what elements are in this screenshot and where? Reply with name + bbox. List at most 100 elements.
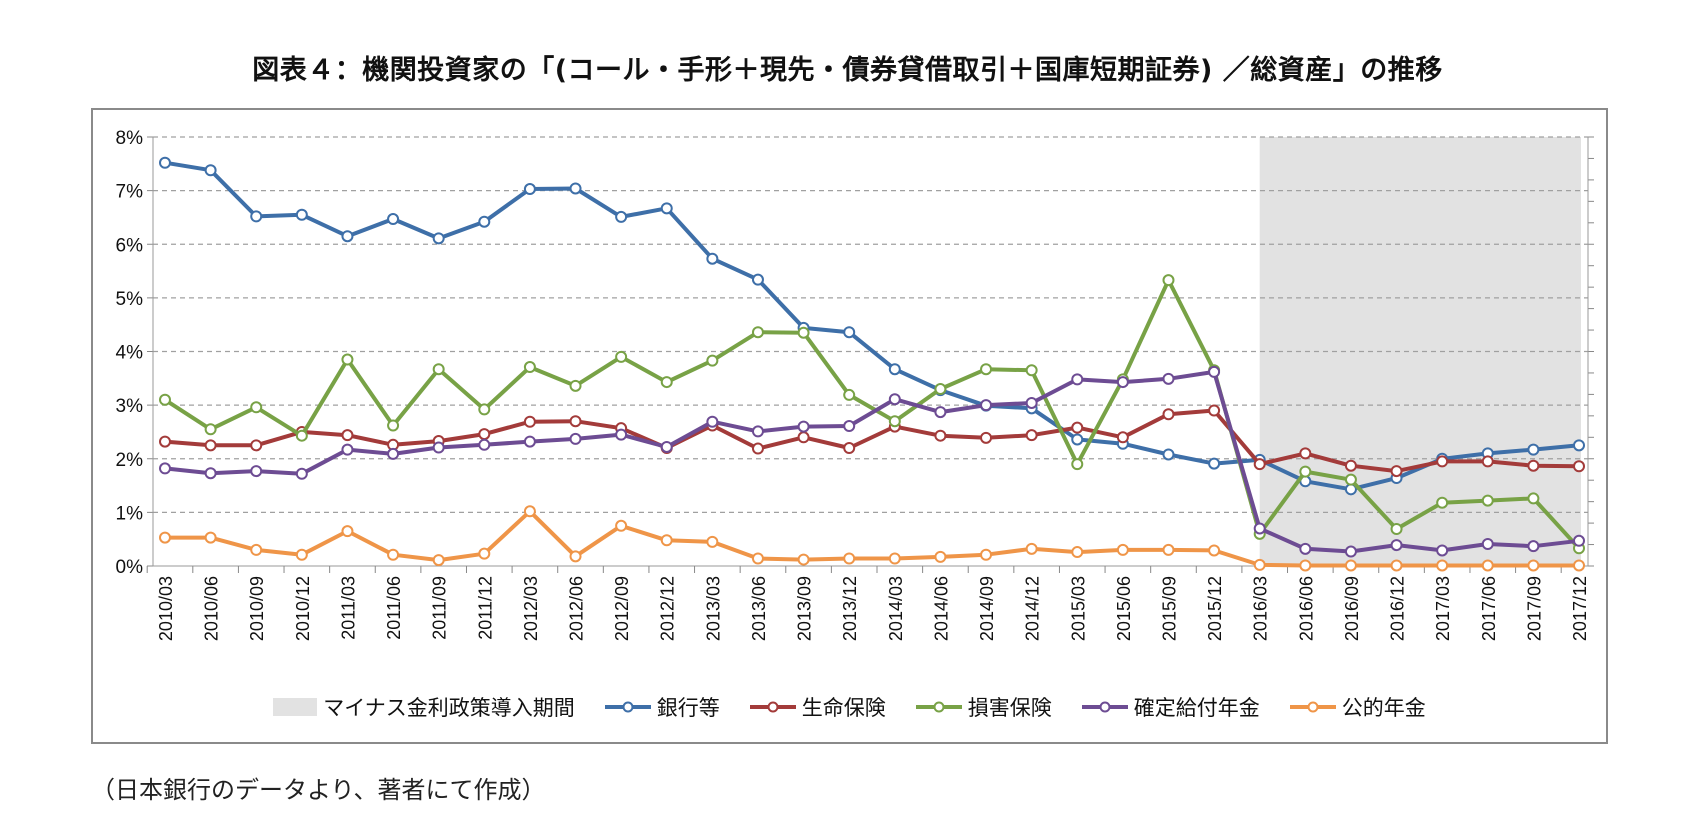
data-point-series-1: [1481, 455, 1494, 468]
data-point-series-4: [660, 534, 673, 547]
data-point-series-0: [1208, 457, 1221, 470]
data-point-series-3: [888, 393, 901, 406]
data-point-series-0: [1573, 439, 1585, 452]
series-line-3: [164, 369, 1580, 554]
data-point-series-3: [569, 432, 582, 445]
x-tick-label: 2013/06: [749, 576, 769, 641]
data-point-series-1: [797, 431, 810, 444]
series-line-4: [165, 509, 1579, 568]
data-point-series-3: [1344, 545, 1357, 558]
data-point-series-3: [615, 428, 628, 441]
data-point-series-3: [432, 441, 445, 454]
data-point-series-4: [295, 548, 308, 561]
y-tick-label: 4%: [116, 343, 144, 364]
x-tick-label: 2014/03: [886, 576, 906, 641]
data-point-series-1: [569, 415, 582, 428]
data-point-series-4: [250, 543, 263, 556]
data-point-series-4: [706, 535, 719, 548]
legend-item-series-2: 損害保険: [915, 692, 1052, 722]
legend-swatch-shaded: [273, 698, 318, 716]
data-point-series-1: [478, 428, 491, 441]
data-point-series-0: [888, 363, 901, 376]
legend-label: 銀行等: [656, 696, 720, 720]
data-point-series-3: [341, 443, 354, 456]
x-tick-label: 2015/09: [1159, 576, 1179, 641]
data-point-series-3: [843, 420, 856, 433]
data-point-series-0: [341, 230, 354, 243]
data-point-series-2: [295, 429, 308, 442]
data-point-series-3: [523, 435, 536, 448]
data-point-series-3: [1025, 396, 1038, 409]
data-point-series-2: [706, 354, 719, 367]
data-point-series-2: [1390, 522, 1403, 535]
data-point-series-2: [204, 423, 217, 436]
y-tick-label: 8%: [116, 128, 144, 149]
data-point-series-2: [980, 363, 993, 376]
data-point-series-3: [1253, 522, 1266, 535]
data-point-series-1: [1208, 404, 1221, 417]
series-line-2: [163, 278, 1581, 550]
data-point-series-3: [478, 438, 491, 451]
legend-item-series-3: 確定給付年金: [1081, 692, 1260, 722]
data-point-series-3: [660, 440, 673, 453]
x-tick-label: 2017/09: [1524, 576, 1544, 641]
data-point-series-4: [1344, 559, 1357, 572]
data-point-series-0: [660, 202, 673, 215]
data-point-series-4: [1208, 544, 1221, 557]
data-point-series-2: [934, 383, 947, 396]
data-point-series-0: [569, 182, 582, 195]
data-point-series-3: [1071, 373, 1084, 386]
data-point-series-2: [432, 363, 445, 376]
x-tick-label: 2016/06: [1296, 576, 1316, 641]
data-point-series-1: [204, 439, 217, 452]
data-point-series-2: [569, 379, 582, 392]
legend-label: 確定給付年金: [1133, 696, 1260, 720]
legend-item-series-4: 公的年金: [1289, 692, 1426, 722]
legend-label: 生命保険: [801, 696, 886, 720]
x-tick-label: 2013/09: [795, 576, 815, 641]
y-tick-label: 2%: [116, 450, 144, 471]
x-tick-label: 2017/06: [1479, 576, 1499, 641]
source-note: （日本銀行のデータより、著者にて作成）: [91, 776, 546, 804]
data-point-series-2: [387, 419, 400, 432]
data-point-series-2: [797, 326, 810, 339]
data-point-series-2: [1299, 465, 1312, 478]
chart-frame: [91, 108, 1608, 744]
x-tick-label: 2012/03: [521, 576, 541, 641]
legend-label: 損害保険: [967, 696, 1052, 720]
data-point-series-3: [1436, 544, 1449, 557]
data-point-series-2: [751, 326, 764, 339]
data-point-series-1: [934, 429, 947, 442]
data-point-series-4: [569, 550, 582, 563]
x-tick-label: 2016/03: [1251, 576, 1271, 641]
data-point-series-4: [478, 547, 491, 560]
y-tick-label: 3%: [116, 396, 144, 417]
data-point-series-4: [1253, 558, 1266, 571]
x-tick-label: 2011/12: [475, 576, 495, 640]
data-point-series-1: [1025, 429, 1038, 442]
x-tick-label: 2013/03: [703, 576, 723, 641]
data-point-series-1: [751, 442, 764, 455]
data-point-series-0: [432, 232, 445, 245]
data-point-series-3: [159, 462, 171, 475]
data-point-series-4: [1299, 559, 1312, 572]
data-point-series-4: [1390, 559, 1403, 572]
legend-swatch-series-1: [749, 701, 796, 713]
data-point-series-4: [341, 525, 354, 538]
data-point-series-0: [706, 252, 719, 265]
data-point-series-2: [615, 350, 628, 363]
x-tick-label: 2011/09: [430, 576, 450, 640]
data-point-series-3: [980, 399, 993, 412]
data-point-series-2: [523, 361, 536, 374]
x-tick-label: 2012/12: [658, 576, 678, 641]
data-point-series-0: [751, 273, 764, 286]
data-point-series-3: [797, 420, 810, 433]
x-tick-label: 2012/06: [567, 576, 587, 641]
data-point-series-1: [159, 435, 171, 448]
data-point-series-4: [387, 548, 400, 561]
data-point-series-1: [843, 442, 856, 455]
legend-item-shaded-period: マイナス金利政策導入期間: [273, 692, 575, 722]
data-point-series-2: [660, 376, 673, 389]
x-tick-label: 2013/12: [840, 576, 860, 641]
